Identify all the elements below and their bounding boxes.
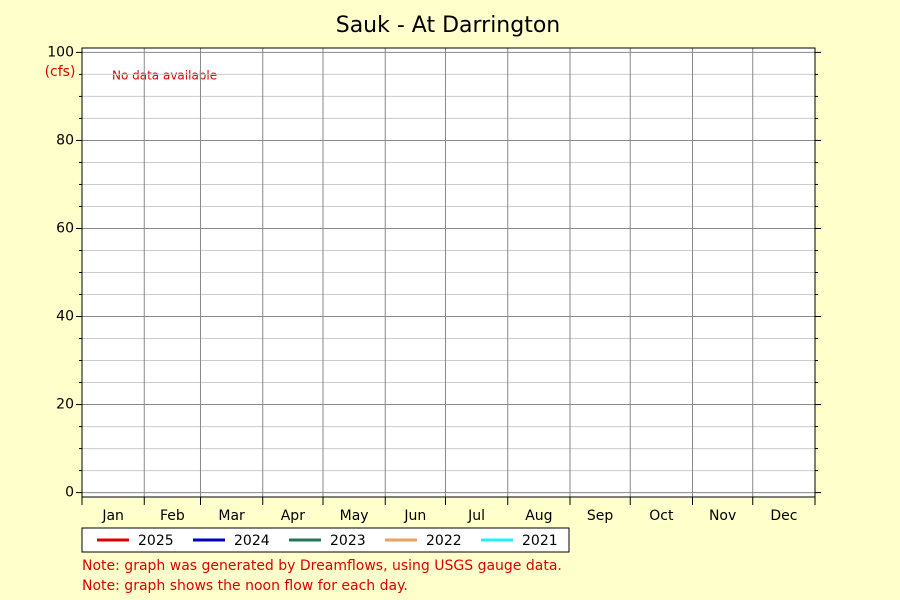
legend-label: 2021 xyxy=(522,533,558,549)
y-tick-label: 20 xyxy=(56,397,74,413)
x-tick-label: Jan xyxy=(101,508,124,524)
y-tick-label: 80 xyxy=(56,132,74,148)
chart-title: Sauk - At Darrington xyxy=(336,13,561,38)
x-tick-label: Feb xyxy=(160,508,185,524)
legend-label: 2025 xyxy=(138,533,174,549)
legend-label: 2022 xyxy=(426,533,462,549)
x-tick-label: Apr xyxy=(281,508,305,524)
y-tick-label: 100 xyxy=(47,44,74,60)
y-tick-label: 60 xyxy=(56,220,74,236)
note: Note: graph shows the noon flow for each… xyxy=(82,578,408,594)
legend-label: 2023 xyxy=(330,533,366,549)
x-tick-label: Dec xyxy=(770,508,797,524)
legend-label: 2024 xyxy=(234,533,270,549)
x-tick-label: Jul xyxy=(467,508,485,524)
x-tick-label: Nov xyxy=(709,508,736,524)
x-tick-label: Aug xyxy=(525,508,552,524)
annotation: No data available xyxy=(112,69,217,83)
plot-frame xyxy=(81,47,816,498)
x-tick-label: May xyxy=(340,508,369,524)
y-tick-label: 0 xyxy=(65,485,74,501)
x-tick-label: Mar xyxy=(218,508,245,524)
y-axis-label: (cfs) xyxy=(45,64,76,80)
x-tick-label: Jun xyxy=(403,508,426,524)
x-tick-label: Oct xyxy=(649,508,674,524)
note: Note: graph was generated by Dreamflows,… xyxy=(82,558,562,574)
x-tick-label: Sep xyxy=(587,508,614,524)
y-tick-label: 40 xyxy=(56,309,74,325)
